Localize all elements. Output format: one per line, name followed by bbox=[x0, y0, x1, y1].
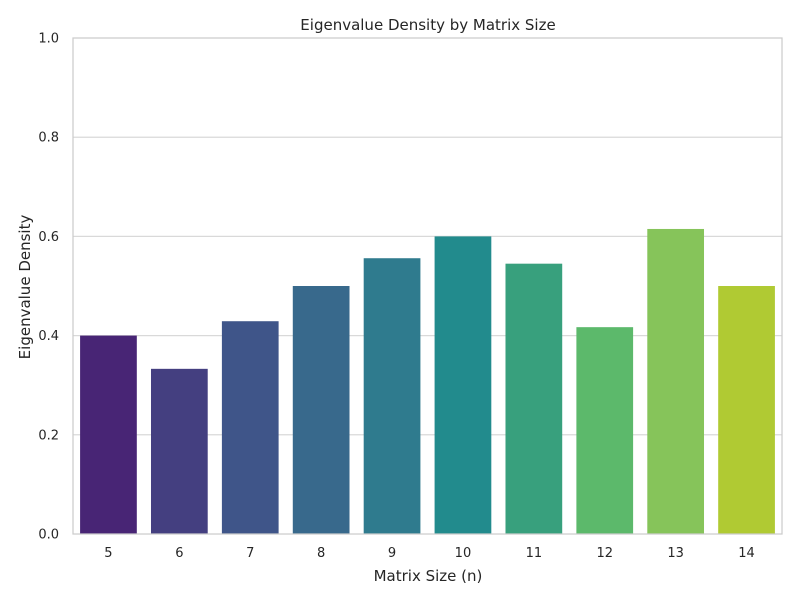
plot-frame bbox=[72, 37, 783, 535]
x-tick-label: 12 bbox=[596, 546, 613, 561]
x-tick-label: 5 bbox=[104, 546, 112, 561]
x-tick-label: 10 bbox=[455, 546, 472, 561]
bar-n-8 bbox=[292, 286, 350, 534]
bars bbox=[80, 228, 775, 534]
bar-n-14 bbox=[718, 286, 775, 534]
bar-n-6 bbox=[150, 368, 208, 534]
y-tick-labels: 0.0 0.2 0.4 0.6 0.8 1.0 bbox=[38, 32, 59, 543]
bar-n-13 bbox=[647, 228, 705, 534]
y-tick-label: 1.0 bbox=[38, 32, 59, 47]
bar-n-10 bbox=[434, 236, 492, 534]
x-axis-label: Matrix Size (n) bbox=[374, 567, 483, 585]
y-tick-label: 0.8 bbox=[38, 131, 59, 146]
x-tick-labels: 5 6 7 8 9 10 11 12 13 14 bbox=[104, 546, 755, 561]
x-tick-label: 9 bbox=[388, 546, 396, 561]
bar-n-11 bbox=[505, 263, 563, 534]
x-tick-label: 8 bbox=[317, 546, 325, 561]
bar-n-5 bbox=[80, 335, 137, 534]
y-tick-label: 0.6 bbox=[38, 230, 59, 245]
x-tick-label: 6 bbox=[175, 546, 183, 561]
y-tick-label: 0.2 bbox=[38, 428, 59, 443]
y-tick-label: 0.4 bbox=[38, 329, 59, 344]
x-tick-label: 11 bbox=[526, 546, 543, 561]
x-tick-label: 7 bbox=[246, 546, 254, 561]
x-tick-label: 13 bbox=[667, 546, 684, 561]
bar-n-12 bbox=[576, 327, 634, 534]
x-tick-label: 14 bbox=[738, 546, 755, 561]
bar-n-7 bbox=[221, 321, 279, 534]
y-axis-label: Eigenvalue Density bbox=[16, 215, 34, 360]
y-tick-label: 0.0 bbox=[38, 528, 59, 543]
bar-n-9 bbox=[363, 258, 421, 534]
chart-title: Eigenvalue Density by Matrix Size bbox=[300, 16, 555, 34]
